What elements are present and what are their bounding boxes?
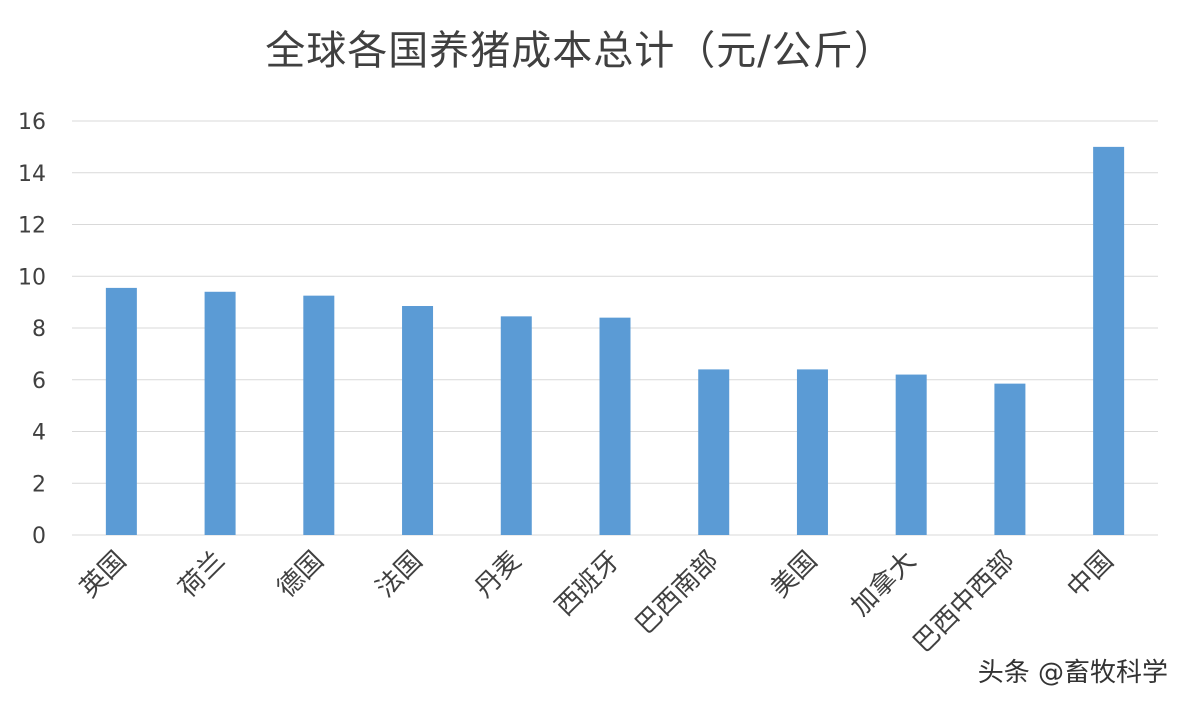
y-tick-label: 0 xyxy=(32,524,46,549)
bar xyxy=(796,369,828,535)
x-tick-label: 法国 xyxy=(371,546,429,604)
bar xyxy=(303,295,335,535)
x-tick-label: 丹麦 xyxy=(469,546,527,604)
x-tick-label: 巴西中西部 xyxy=(908,546,1021,659)
y-tick-label: 4 xyxy=(32,421,46,446)
chart-title: 全球各国养猪成本总计（元/公斤） xyxy=(265,28,895,74)
x-tick-label: 美国 xyxy=(765,546,823,604)
bar xyxy=(1093,146,1125,535)
y-tick-label: 16 xyxy=(18,110,46,135)
bar xyxy=(402,306,434,535)
x-tick-label: 德国 xyxy=(272,546,330,604)
y-tick-label: 10 xyxy=(18,265,46,290)
x-tick-label: 加拿大 xyxy=(846,546,922,622)
watermark-text: 头条 @畜牧科学 xyxy=(977,658,1168,688)
x-tick-label: 中国 xyxy=(1062,546,1120,604)
y-tick-label: 12 xyxy=(18,214,46,239)
x-tick-label: 荷兰 xyxy=(173,546,231,604)
y-tick-label: 14 xyxy=(18,162,46,187)
bar xyxy=(895,374,927,535)
bar xyxy=(994,383,1026,535)
x-tick-label: 英国 xyxy=(74,546,132,604)
bar xyxy=(105,287,137,535)
y-tick-label: 8 xyxy=(32,317,46,342)
x-tick-label: 西班牙 xyxy=(550,546,626,622)
bar xyxy=(500,316,532,535)
bar xyxy=(599,317,631,535)
bar xyxy=(204,291,236,535)
bar xyxy=(698,369,730,535)
y-tick-label: 2 xyxy=(32,472,46,497)
x-tick-label: 巴西南部 xyxy=(630,546,725,641)
y-tick-label: 6 xyxy=(32,369,46,394)
